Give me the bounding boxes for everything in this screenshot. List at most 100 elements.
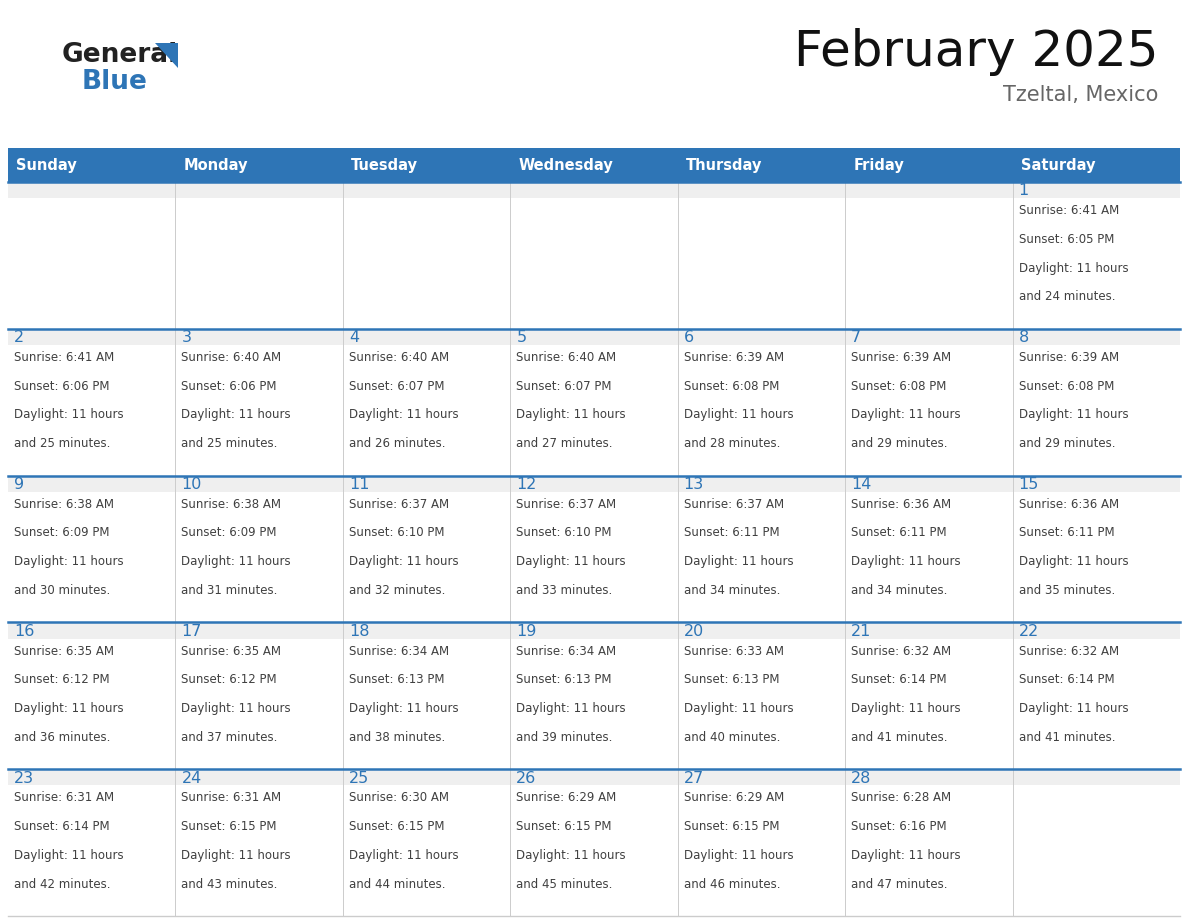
Text: Sunset: 6:10 PM: Sunset: 6:10 PM xyxy=(349,527,444,540)
Text: Sunset: 6:10 PM: Sunset: 6:10 PM xyxy=(517,527,612,540)
Text: Daylight: 11 hours: Daylight: 11 hours xyxy=(517,702,626,715)
Text: Daylight: 11 hours: Daylight: 11 hours xyxy=(851,702,961,715)
Text: and 46 minutes.: and 46 minutes. xyxy=(684,878,781,890)
Text: Sunset: 6:15 PM: Sunset: 6:15 PM xyxy=(349,820,444,833)
Text: 22: 22 xyxy=(1018,624,1038,639)
Text: Sunrise: 6:37 AM: Sunrise: 6:37 AM xyxy=(517,498,617,510)
Text: Sunset: 6:06 PM: Sunset: 6:06 PM xyxy=(182,380,277,393)
Bar xyxy=(8,148,1180,182)
Text: 14: 14 xyxy=(851,477,872,492)
Text: and 28 minutes.: and 28 minutes. xyxy=(684,437,781,450)
Text: and 42 minutes.: and 42 minutes. xyxy=(14,878,110,890)
Text: Daylight: 11 hours: Daylight: 11 hours xyxy=(14,409,124,421)
Text: Sunset: 6:08 PM: Sunset: 6:08 PM xyxy=(1018,380,1114,393)
Text: Sunrise: 6:41 AM: Sunrise: 6:41 AM xyxy=(14,351,114,364)
Text: Daylight: 11 hours: Daylight: 11 hours xyxy=(517,849,626,862)
Text: and 39 minutes.: and 39 minutes. xyxy=(517,731,613,744)
Bar xyxy=(8,639,1180,769)
Text: Sunset: 6:11 PM: Sunset: 6:11 PM xyxy=(1018,527,1114,540)
Text: Daylight: 11 hours: Daylight: 11 hours xyxy=(684,849,794,862)
Bar xyxy=(8,785,1180,916)
Text: Monday: Monday xyxy=(183,158,248,174)
Text: Sunset: 6:07 PM: Sunset: 6:07 PM xyxy=(349,380,444,393)
Text: Daylight: 11 hours: Daylight: 11 hours xyxy=(851,555,961,568)
Text: Blue: Blue xyxy=(82,69,147,95)
Text: Sunrise: 6:30 AM: Sunrise: 6:30 AM xyxy=(349,791,449,804)
Text: 6: 6 xyxy=(684,330,694,345)
Text: Sunrise: 6:34 AM: Sunrise: 6:34 AM xyxy=(349,644,449,657)
Text: 16: 16 xyxy=(14,624,34,639)
Text: Sunrise: 6:31 AM: Sunrise: 6:31 AM xyxy=(182,791,282,804)
Text: Daylight: 11 hours: Daylight: 11 hours xyxy=(349,555,459,568)
Text: Sunrise: 6:31 AM: Sunrise: 6:31 AM xyxy=(14,791,114,804)
Text: Sunset: 6:07 PM: Sunset: 6:07 PM xyxy=(517,380,612,393)
Text: Daylight: 11 hours: Daylight: 11 hours xyxy=(182,555,291,568)
Text: Tuesday: Tuesday xyxy=(350,158,418,174)
Text: Sunset: 6:15 PM: Sunset: 6:15 PM xyxy=(182,820,277,833)
Text: and 27 minutes.: and 27 minutes. xyxy=(517,437,613,450)
Text: Sunrise: 6:28 AM: Sunrise: 6:28 AM xyxy=(851,791,952,804)
Text: Sunset: 6:06 PM: Sunset: 6:06 PM xyxy=(14,380,109,393)
Text: Daylight: 11 hours: Daylight: 11 hours xyxy=(851,409,961,421)
Text: 11: 11 xyxy=(349,477,369,492)
Bar xyxy=(8,329,1180,345)
Text: 4: 4 xyxy=(349,330,359,345)
Text: Sunrise: 6:39 AM: Sunrise: 6:39 AM xyxy=(1018,351,1119,364)
Text: Daylight: 11 hours: Daylight: 11 hours xyxy=(1018,555,1129,568)
Text: and 38 minutes.: and 38 minutes. xyxy=(349,731,446,744)
Bar xyxy=(8,198,1180,329)
Text: Daylight: 11 hours: Daylight: 11 hours xyxy=(1018,702,1129,715)
Text: and 45 minutes.: and 45 minutes. xyxy=(517,878,613,890)
Text: 12: 12 xyxy=(517,477,537,492)
Text: Daylight: 11 hours: Daylight: 11 hours xyxy=(349,409,459,421)
Text: 8: 8 xyxy=(1018,330,1029,345)
Text: and 31 minutes.: and 31 minutes. xyxy=(182,584,278,597)
Text: Sunrise: 6:33 AM: Sunrise: 6:33 AM xyxy=(684,644,784,657)
Text: General: General xyxy=(62,42,178,68)
Text: 18: 18 xyxy=(349,624,369,639)
Text: and 44 minutes.: and 44 minutes. xyxy=(349,878,446,890)
Text: Sunset: 6:13 PM: Sunset: 6:13 PM xyxy=(517,673,612,687)
Text: February 2025: February 2025 xyxy=(794,28,1158,76)
Text: Sunset: 6:14 PM: Sunset: 6:14 PM xyxy=(14,820,109,833)
Text: Daylight: 11 hours: Daylight: 11 hours xyxy=(684,409,794,421)
Text: and 29 minutes.: and 29 minutes. xyxy=(1018,437,1116,450)
Text: Sunrise: 6:36 AM: Sunrise: 6:36 AM xyxy=(1018,498,1119,510)
Text: 13: 13 xyxy=(684,477,704,492)
Text: Sunrise: 6:38 AM: Sunrise: 6:38 AM xyxy=(182,498,282,510)
Text: and 24 minutes.: and 24 minutes. xyxy=(1018,290,1116,303)
Text: and 33 minutes.: and 33 minutes. xyxy=(517,584,613,597)
Text: and 26 minutes.: and 26 minutes. xyxy=(349,437,446,450)
Text: Sunrise: 6:39 AM: Sunrise: 6:39 AM xyxy=(851,351,952,364)
Text: Sunrise: 6:36 AM: Sunrise: 6:36 AM xyxy=(851,498,952,510)
Text: Daylight: 11 hours: Daylight: 11 hours xyxy=(182,849,291,862)
Text: 26: 26 xyxy=(517,770,537,786)
Text: Sunrise: 6:37 AM: Sunrise: 6:37 AM xyxy=(684,498,784,510)
Text: 2: 2 xyxy=(14,330,24,345)
Text: 23: 23 xyxy=(14,770,34,786)
Text: Daylight: 11 hours: Daylight: 11 hours xyxy=(517,409,626,421)
Text: Daylight: 11 hours: Daylight: 11 hours xyxy=(349,702,459,715)
Bar xyxy=(8,345,1180,476)
Text: and 43 minutes.: and 43 minutes. xyxy=(182,878,278,890)
Text: Sunset: 6:13 PM: Sunset: 6:13 PM xyxy=(684,673,779,687)
Text: Daylight: 11 hours: Daylight: 11 hours xyxy=(1018,262,1129,274)
Text: Wednesday: Wednesday xyxy=(518,158,613,174)
Text: 7: 7 xyxy=(851,330,861,345)
Text: Daylight: 11 hours: Daylight: 11 hours xyxy=(349,849,459,862)
Text: Sunset: 6:15 PM: Sunset: 6:15 PM xyxy=(517,820,612,833)
Text: Sunrise: 6:38 AM: Sunrise: 6:38 AM xyxy=(14,498,114,510)
Text: Daylight: 11 hours: Daylight: 11 hours xyxy=(517,555,626,568)
Text: and 34 minutes.: and 34 minutes. xyxy=(684,584,781,597)
Text: 1: 1 xyxy=(1018,184,1029,198)
Text: 5: 5 xyxy=(517,330,526,345)
Text: Daylight: 11 hours: Daylight: 11 hours xyxy=(14,849,124,862)
Bar xyxy=(8,622,1180,639)
Text: Sunrise: 6:37 AM: Sunrise: 6:37 AM xyxy=(349,498,449,510)
Text: Friday: Friday xyxy=(853,158,904,174)
Text: Sunrise: 6:40 AM: Sunrise: 6:40 AM xyxy=(517,351,617,364)
Text: 27: 27 xyxy=(684,770,704,786)
Text: 20: 20 xyxy=(684,624,704,639)
Text: and 36 minutes.: and 36 minutes. xyxy=(14,731,110,744)
Text: Sunrise: 6:41 AM: Sunrise: 6:41 AM xyxy=(1018,204,1119,218)
